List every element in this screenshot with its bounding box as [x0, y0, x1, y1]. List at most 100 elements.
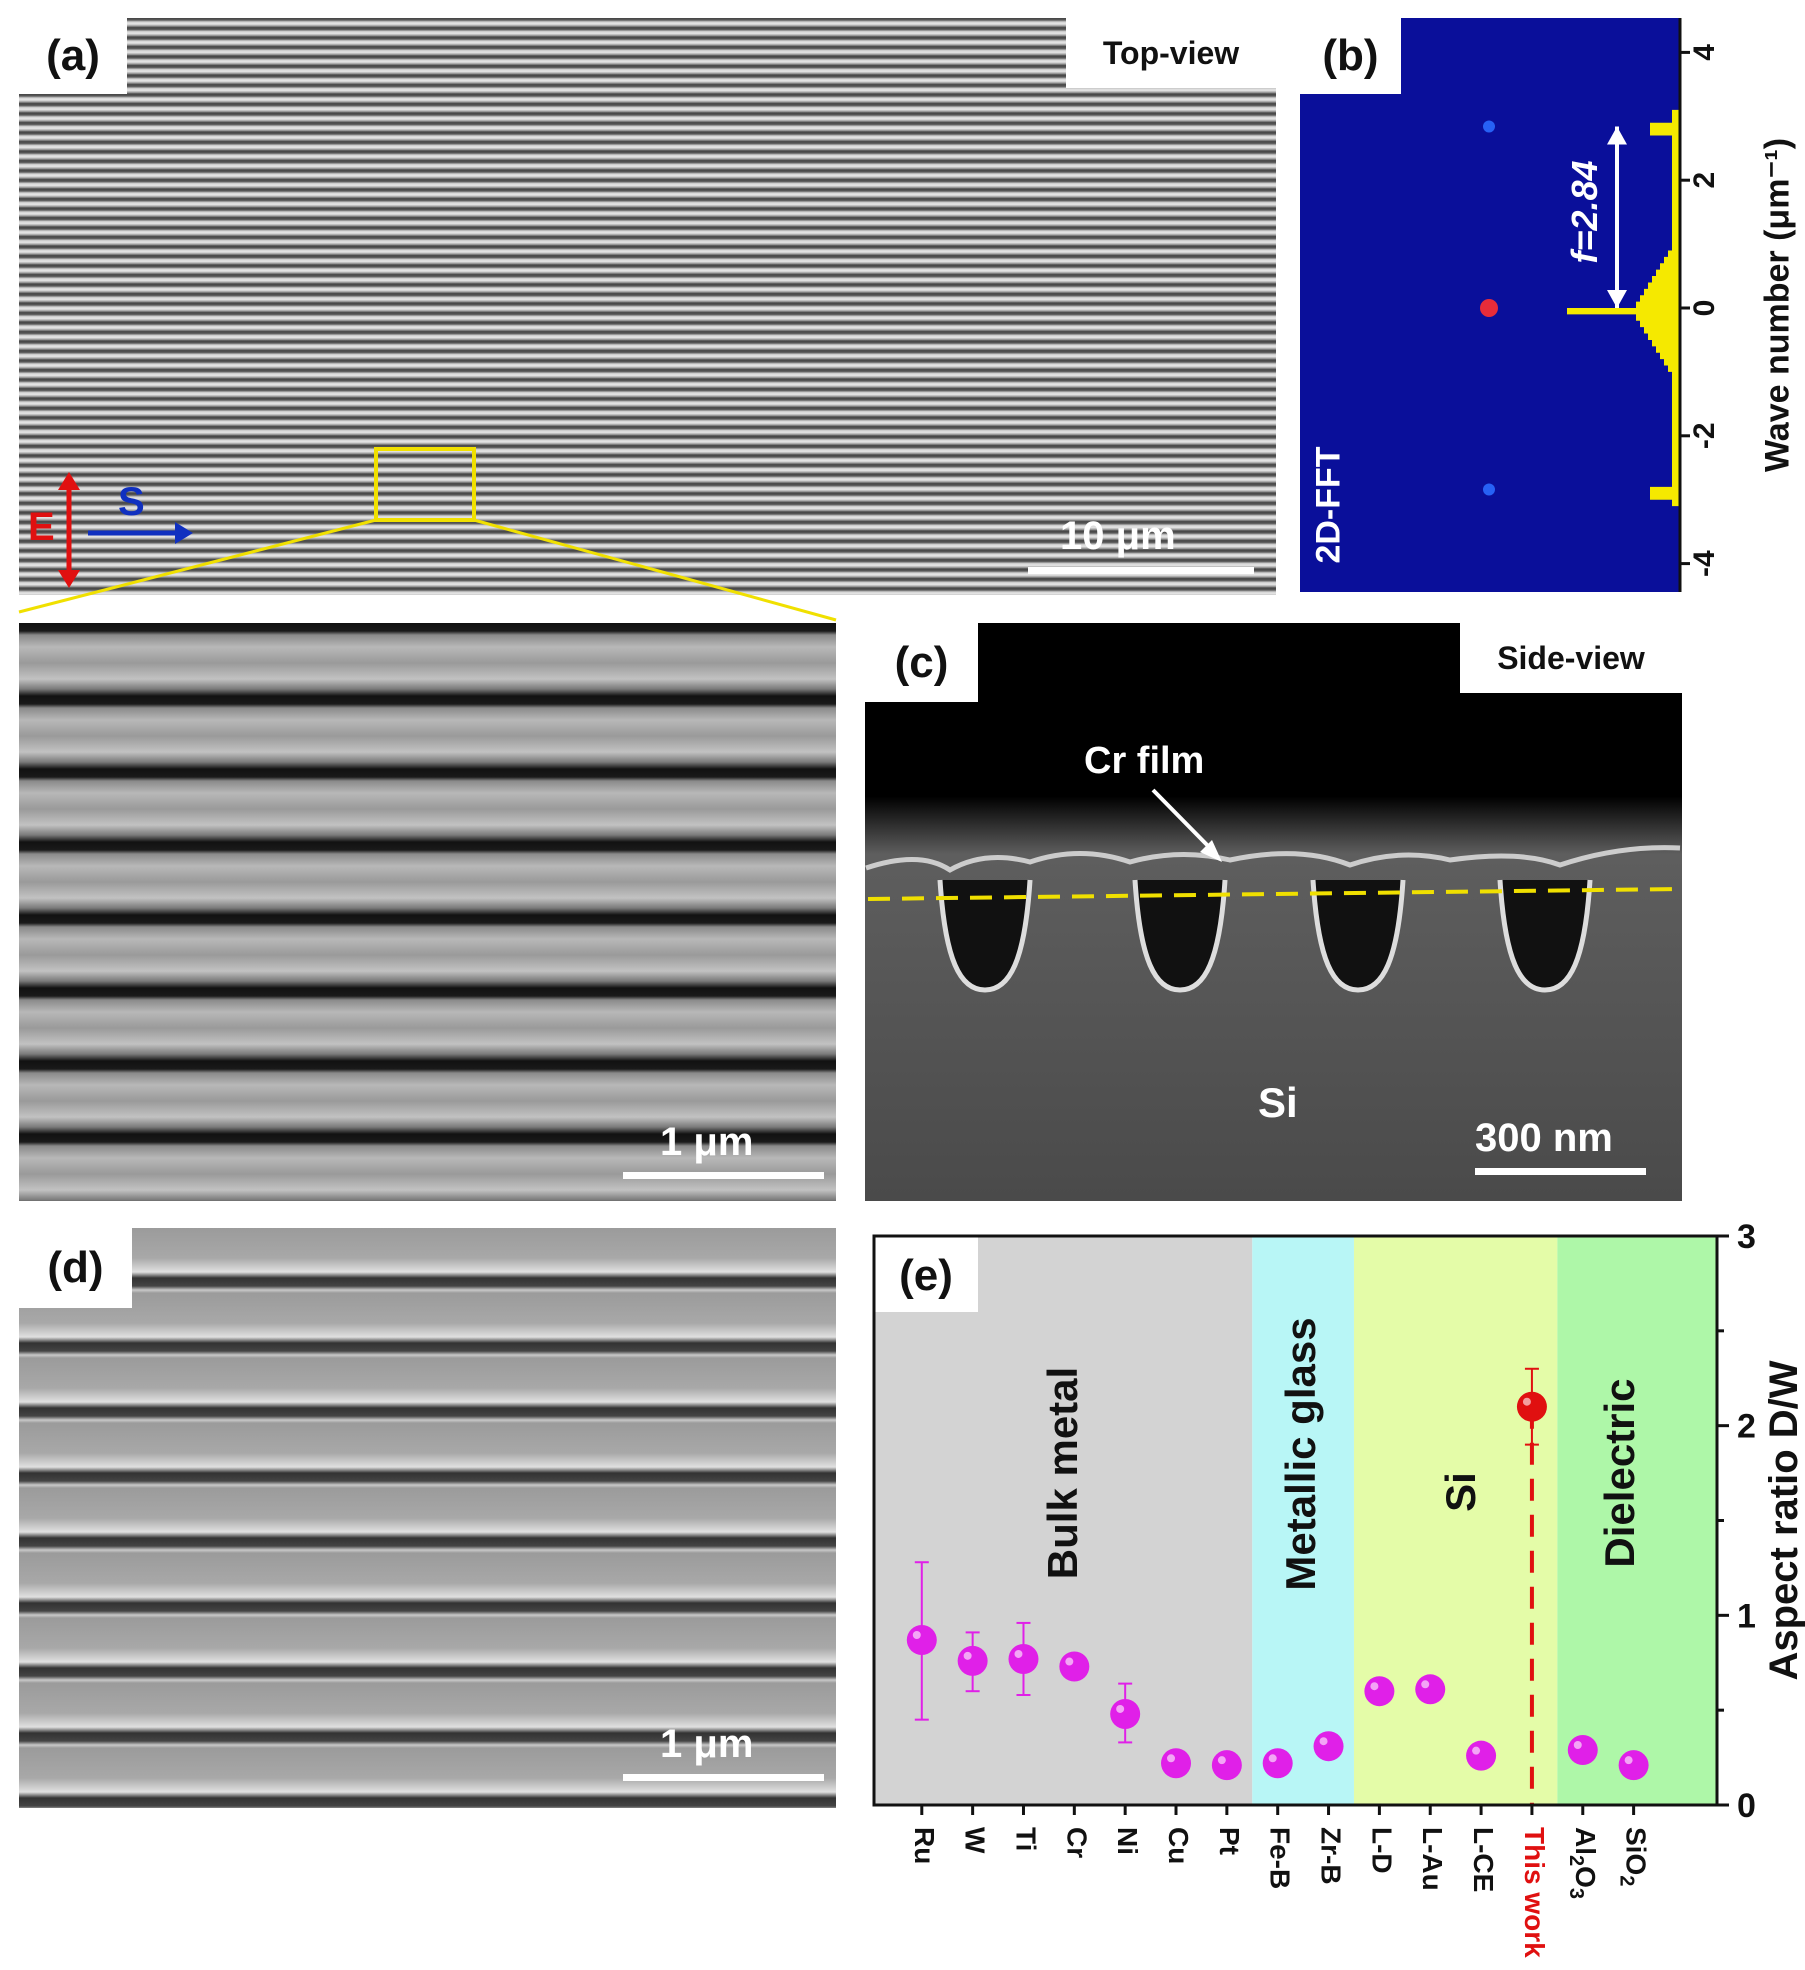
top-view-sem-image [19, 18, 1276, 595]
x-tick-label: SiO2 [1615, 1827, 1651, 1886]
panel-d-label: (d) [19, 1228, 132, 1308]
data-point-highlight [1624, 1756, 1633, 1765]
data-point-highlight [1421, 1680, 1430, 1689]
data-point [1110, 1698, 1141, 1729]
trench [1132, 879, 1228, 993]
data-point-highlight [1167, 1754, 1176, 1763]
region-label: Bulk metal [1039, 1367, 1086, 1579]
trench [1497, 879, 1593, 993]
zoom-region-box [374, 447, 476, 522]
scale-bar-c-label: 300 nm [1475, 1116, 1613, 1160]
data-point [1618, 1750, 1649, 1781]
data-point-highlight [1319, 1737, 1328, 1746]
data-point [1364, 1676, 1395, 1707]
x-tick-label: Ni [1112, 1827, 1143, 1855]
data-point-highlight [1370, 1682, 1379, 1691]
y-tick-label: 1 [1737, 1597, 1756, 1635]
axis-tick-label: 2 [1688, 172, 1721, 189]
data-point [1567, 1734, 1598, 1765]
x-tick-label: Al2O3 [1564, 1827, 1600, 1899]
panel-e-label-box [874, 1236, 978, 1312]
data-point [1008, 1643, 1039, 1674]
region-band [874, 1236, 1253, 1805]
data-point [1059, 1651, 1090, 1682]
x-tick-label: Pt [1213, 1827, 1244, 1855]
data-point-highlight [1268, 1754, 1277, 1763]
data-point-highlight [963, 1651, 972, 1660]
x-tick-label: L-D [1366, 1827, 1397, 1874]
x-tick-label: Zr-B [1315, 1827, 1346, 1885]
data-point-highlight [1522, 1397, 1531, 1406]
cr-film-arrow-icon [1151, 788, 1222, 862]
data-point-highlight [1065, 1657, 1074, 1666]
region-label: Dielectric [1596, 1378, 1643, 1567]
data-point-highlight [1472, 1746, 1481, 1755]
trench [1310, 879, 1406, 993]
data-point-highlight [1014, 1649, 1023, 1658]
magnified-sem-image [19, 623, 836, 1201]
fft-peak [1480, 299, 1498, 317]
scale-bar-c [1475, 1168, 1646, 1175]
scan-label: S [118, 480, 145, 524]
top-view-label: Top-view [1066, 18, 1276, 88]
scale-bar-d [623, 1774, 824, 1781]
y-tick-label: 2 [1737, 1408, 1756, 1446]
scale-bar-inset [623, 1172, 824, 1179]
panel-e-label: (e) [899, 1251, 953, 1300]
period-arrow-head [1607, 290, 1627, 308]
x-tick-label: Fe-B [1264, 1827, 1295, 1889]
data-point-highlight [912, 1630, 921, 1639]
y-tick-label: 0 [1737, 1787, 1756, 1825]
data-point-highlight [1217, 1756, 1226, 1765]
x-tick-label: W [959, 1827, 990, 1854]
zoom-line-left [18, 518, 377, 614]
x-tick-label: L-CE [1468, 1827, 1499, 1892]
axis-tick-label: -2 [1688, 422, 1721, 449]
cr-film-label: Cr film [1084, 740, 1205, 782]
data-point [1466, 1740, 1497, 1771]
region-band [1557, 1236, 1717, 1805]
trench-profile [865, 845, 1681, 993]
panel-c-label: (c) [865, 623, 978, 702]
si-label: Si [1258, 1079, 1298, 1126]
fft-plot: 4 2 0 -2 -4 [1480, 18, 1721, 592]
scale-bar-d-label: 1 μm [660, 1722, 754, 1766]
trench [937, 879, 1033, 993]
y-tick-label: 3 [1737, 1218, 1756, 1256]
scale-bar-inset-label: 1 μm [660, 1120, 754, 1164]
data-point-highlight [1116, 1704, 1125, 1713]
panel-b-label: (b) [1300, 18, 1401, 94]
fft-peak [1483, 483, 1495, 496]
region-band [1252, 1236, 1354, 1805]
data-point [1161, 1748, 1192, 1779]
field-label: E [28, 505, 55, 549]
period-arrow-head [1607, 126, 1627, 145]
x-tick-label: Ti [1010, 1827, 1041, 1851]
axis-tick-label: 4 [1688, 44, 1721, 61]
region-label: Si [1437, 1472, 1484, 1512]
y-axis-label: Aspect ratio D/W [1762, 1360, 1805, 1680]
x-tick-label: L-Au [1417, 1827, 1448, 1891]
aspect-ratio-chart: Bulk metal Metallic glass Si Dielectric (e) R… [872, 1218, 1805, 1958]
grating-sem-image [19, 1228, 836, 1808]
cr-film-edge [865, 845, 1681, 873]
panel-a-label: (a) [19, 18, 127, 94]
fft-peak [1483, 120, 1495, 133]
x-tick-label: Cr [1061, 1827, 1092, 1858]
axis-tick-label: -4 [1688, 550, 1721, 577]
data-point [1415, 1674, 1446, 1705]
x-tick-label: This work [1519, 1827, 1550, 1958]
scale-bar-a-label: 10 μm [1060, 514, 1176, 558]
x-tick-label: Cu [1163, 1827, 1194, 1864]
side-view-label: Side-view [1460, 623, 1682, 693]
data-point [957, 1645, 988, 1676]
data-point [1262, 1748, 1293, 1779]
data-point [1211, 1750, 1242, 1781]
region-label: Metallic glass [1277, 1317, 1324, 1590]
zoom-line-right [473, 518, 837, 622]
region-band [1353, 1236, 1558, 1805]
axis-tick-label: 0 [1688, 300, 1721, 317]
data-point [906, 1624, 937, 1655]
data-point [1516, 1391, 1547, 1422]
